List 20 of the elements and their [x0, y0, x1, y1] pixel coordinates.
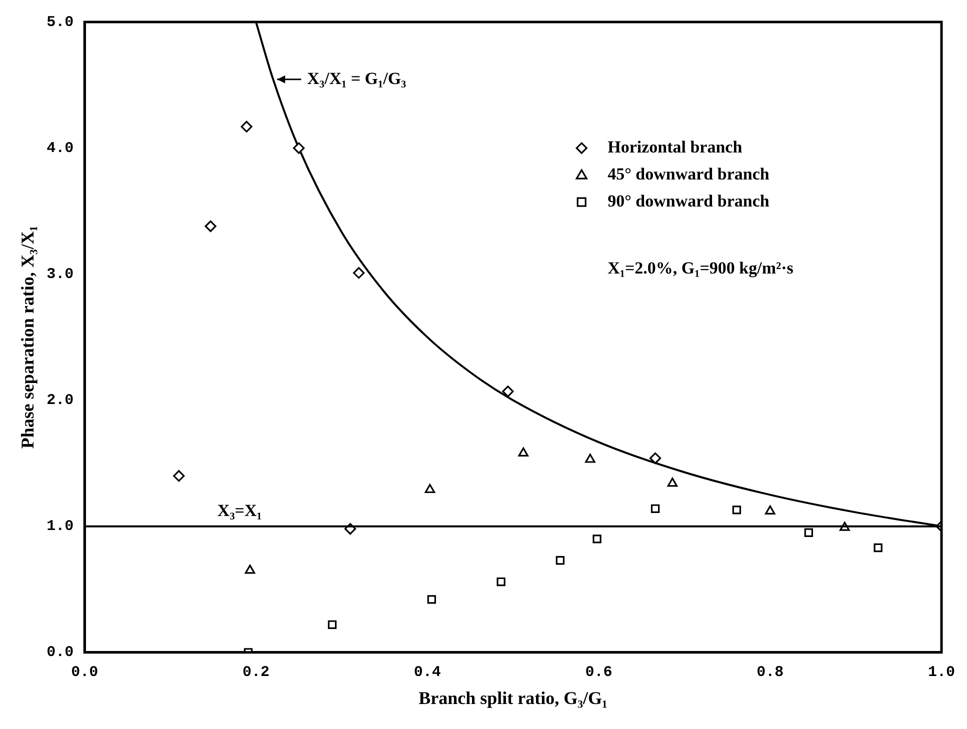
- y-axis-title: Phase separation ratio, X₃/X₁: [17, 226, 38, 449]
- legend-label: 90° downward branch: [608, 191, 770, 210]
- y-tick-label: 5.0: [46, 14, 74, 31]
- x-tick-label: 0.8: [756, 664, 784, 682]
- x-tick-label: 1.0: [928, 664, 956, 682]
- legend-label: Horizontal branch: [608, 137, 743, 156]
- y-tick-label: 1.0: [46, 518, 74, 536]
- legend-label: X₃/X₁ = G₁/G₃: [307, 68, 406, 88]
- y-tick-label: 2.0: [46, 392, 74, 410]
- y-tick-label: 4.0: [46, 140, 74, 157]
- x-axis-title: Branch split ratio, G₃/G₁: [418, 688, 608, 708]
- y-tick-label: 0.0: [46, 644, 74, 662]
- legend-label: 45° downward branch: [608, 164, 770, 184]
- y-tick-label: 3.0: [46, 266, 74, 283]
- x-tick-label: 0.4: [414, 664, 441, 682]
- x-tick-label: 0.2: [242, 664, 270, 682]
- x-tick-label: 0.6: [585, 664, 612, 682]
- ref-line-label: X₃=X₁: [217, 501, 262, 520]
- annotation: X₁=2.0%, G₁=900 kg/m²·s: [608, 258, 794, 278]
- x-tick-label: 0.0: [71, 664, 98, 682]
